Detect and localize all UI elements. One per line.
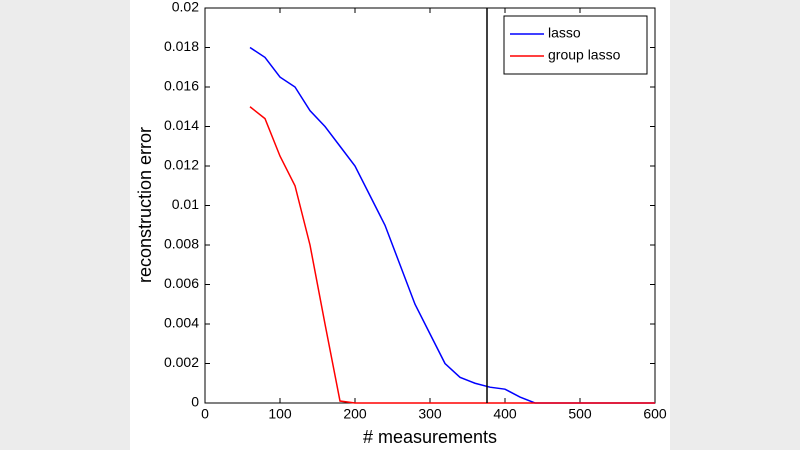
y-tick-label: 0.02	[172, 0, 199, 15]
x-axis-label: # measurements	[363, 427, 497, 447]
x-tick-label: 300	[418, 406, 442, 422]
y-axis-label: reconstruction error	[135, 127, 155, 283]
x-tick-label: 400	[493, 406, 517, 422]
legend-label: lasso	[548, 25, 581, 41]
side-panel	[0, 0, 130, 450]
x-tick-label: 0	[201, 406, 209, 422]
y-tick-label: 0.014	[164, 117, 199, 133]
x-tick-label: 200	[343, 406, 367, 422]
y-tick-label: 0.01	[172, 196, 199, 212]
x-tick-label: 500	[568, 406, 592, 422]
series-line	[249, 106, 655, 404]
y-tick-label: 0.006	[164, 275, 199, 291]
y-tick-label: 0.016	[164, 78, 199, 94]
y-tick-label: 0.004	[164, 315, 199, 331]
side-panel	[670, 0, 800, 450]
x-tick-label: 600	[643, 406, 667, 422]
legend-label: group lasso	[548, 47, 621, 63]
y-tick-label: 0.012	[164, 157, 199, 173]
x-tick-label: 100	[268, 406, 292, 422]
y-tick-label: 0.002	[164, 354, 199, 370]
legend-box	[503, 15, 648, 75]
y-tick-label: 0.008	[164, 236, 199, 252]
y-tick-label: 0	[191, 394, 199, 410]
y-tick-label: 0.018	[164, 38, 199, 54]
